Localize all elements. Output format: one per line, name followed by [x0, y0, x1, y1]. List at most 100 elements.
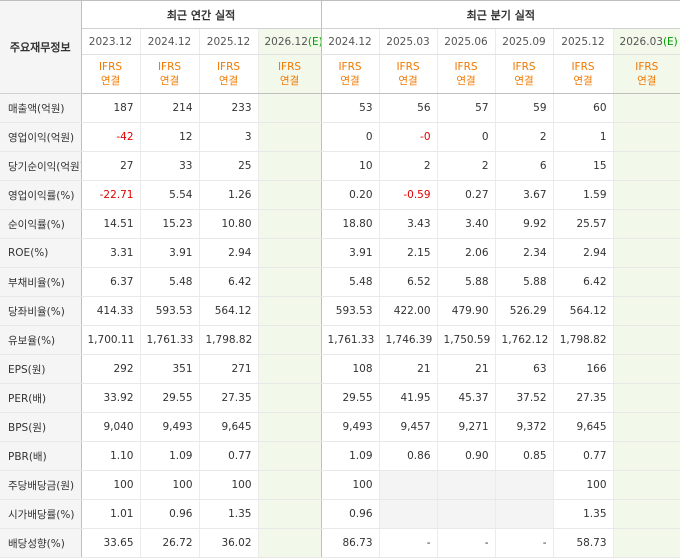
table-cell: 2.94: [198, 238, 258, 268]
table-cell: 21: [378, 354, 438, 384]
estimate-marker: (E): [307, 35, 321, 48]
table-cell: 6.42: [198, 267, 258, 297]
ifrs-label: IFRS: [277, 61, 302, 73]
table-cell: 1.35: [198, 499, 258, 529]
row-label: 배당성향(%): [0, 528, 82, 558]
row-label: 영업이익률(%): [0, 180, 82, 210]
table-cell: -22.71: [81, 180, 140, 210]
table-cell: 3.31: [81, 238, 140, 268]
table-cell: 33.65: [81, 528, 140, 558]
quarter-section-title: 최근 분기 실적: [320, 0, 681, 29]
table-row: 주당배당금(원) 100 100 100 100 100: [0, 470, 681, 500]
table-cell: [612, 151, 681, 181]
ifrs-header: IFRS 연결: [139, 54, 199, 94]
period-header: 2024.12: [139, 28, 199, 55]
table-cell: [612, 383, 681, 413]
ifrs-label: IFRS: [216, 61, 241, 73]
table-cell: 9,271: [436, 412, 496, 442]
ifrs-label: IFRS: [571, 61, 595, 73]
table-cell: [257, 122, 322, 152]
table-cell: 5.54: [139, 180, 199, 210]
table-cell: 1.09: [320, 441, 380, 471]
table-cell: 9,493: [139, 412, 199, 442]
table-cell: 479.90: [436, 296, 496, 326]
table-row: PER(배) 33.92 29.55 27.35 29.55 41.95 45.37 37.5…: [0, 383, 681, 413]
table-cell: 12: [139, 122, 199, 152]
table-cell: [378, 470, 438, 500]
ifrs-header: IFRS 연결: [198, 54, 258, 94]
table-cell: 526.29: [494, 296, 554, 326]
table-cell: [612, 267, 681, 297]
ifrs-label: IFRS: [512, 61, 536, 73]
row-label-header: 주요재무정보: [0, 0, 82, 94]
table-cell: 37.52: [494, 383, 554, 413]
table-cell: 100: [320, 470, 380, 500]
table-cell: 6: [494, 151, 554, 181]
table-cell: [612, 122, 681, 152]
row-label: PER(배): [0, 383, 82, 413]
table-cell: 2.15: [378, 238, 438, 268]
row-label: PBR(배): [0, 441, 82, 471]
row-label: 유보율(%): [0, 325, 82, 355]
row-label: 부채비율(%): [0, 267, 82, 297]
table-cell: 5.48: [320, 267, 380, 297]
table-cell: [257, 383, 322, 413]
table-cell: 1,762.12: [494, 325, 554, 355]
table-cell: 6.37: [81, 267, 140, 297]
table-cell: 3.43: [378, 209, 438, 239]
period-header: 2024.12: [320, 28, 380, 55]
table-cell: 1,746.39: [378, 325, 438, 355]
table-cell: 41.95: [378, 383, 438, 413]
ifrs-label: IFRS: [454, 61, 478, 73]
table-row: PBR(배) 1.10 1.09 0.77 1.09 0.86 0.90 0.85 0.77: [0, 441, 681, 471]
row-label: 영업이익(억원): [0, 122, 82, 152]
table-cell: [257, 325, 322, 355]
table-cell: [257, 238, 322, 268]
row-label: 당기순이익(억원): [0, 151, 82, 181]
ifrs-header: IFRS 연결: [494, 54, 554, 94]
table-row: 순이익률(%) 14.51 15.23 10.80 18.80 3.43 3.40 9.92 2…: [0, 209, 681, 239]
table-cell: [257, 209, 322, 239]
table-cell: 18.80: [320, 209, 380, 239]
table-row: EPS(원) 292 351 271 108 21 21 63 166: [0, 354, 681, 384]
period-header: 2025.12: [552, 28, 614, 55]
table-cell: 6.52: [378, 267, 438, 297]
table-cell: 422.00: [378, 296, 438, 326]
table-row: 매출액(억원) 187 214 233 53 56 57 59 60: [0, 93, 681, 123]
table-cell: 14.51: [81, 209, 140, 239]
table-cell: 271: [198, 354, 258, 384]
table-cell: 60: [552, 93, 614, 123]
table-cell: [257, 412, 322, 442]
consolidated-label: 연결: [340, 75, 360, 87]
ifrs-label: IFRS: [157, 61, 182, 73]
table-row: 시가배당률(%) 1.01 0.96 1.35 0.96 1.35: [0, 499, 681, 529]
row-label: 당좌비율(%): [0, 296, 82, 326]
ifrs-label: IFRS: [396, 61, 420, 73]
table-cell: 57: [436, 93, 496, 123]
table-cell: -: [378, 528, 438, 558]
table-cell: 2: [436, 151, 496, 181]
table-cell: [494, 499, 554, 529]
ifrs-header: IFRS 연결: [436, 54, 496, 94]
table-cell: 27: [81, 151, 140, 181]
table-cell: 2.94: [552, 238, 614, 268]
ifrs-label: IFRS: [338, 61, 362, 73]
table-cell: 292: [81, 354, 140, 384]
table-cell: [612, 209, 681, 239]
table-cell: 45.37: [436, 383, 496, 413]
table-cell: 0.77: [552, 441, 614, 471]
ifrs-header: IFRS 연결: [612, 54, 681, 94]
table-row: 당기순이익(억원) 27 33 25 10 2 2 6 15: [0, 151, 681, 181]
consolidated-label: 연결: [279, 75, 300, 87]
table-cell: [257, 528, 322, 558]
table-cell: 9,040: [81, 412, 140, 442]
table-row: ROE(%) 3.31 3.91 2.94 3.91 2.15 2.06 2.34 2.94: [0, 238, 681, 268]
table-cell: [257, 267, 322, 297]
table-cell: 5.88: [494, 267, 554, 297]
table-cell: [612, 93, 681, 123]
period-header: 2025.03: [378, 28, 438, 55]
table-cell: 1.01: [81, 499, 140, 529]
table-cell: 5.48: [139, 267, 199, 297]
table-cell: [612, 528, 681, 558]
table-cell: 593.53: [139, 296, 199, 326]
